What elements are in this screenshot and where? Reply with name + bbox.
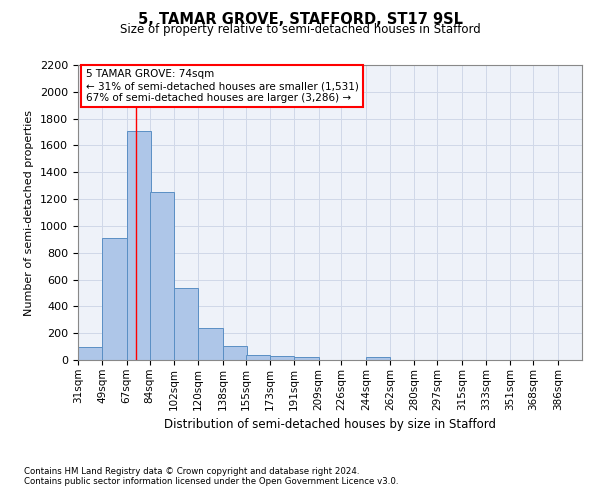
Text: 5, TAMAR GROVE, STAFFORD, ST17 9SL: 5, TAMAR GROVE, STAFFORD, ST17 9SL (137, 12, 463, 28)
Text: Size of property relative to semi-detached houses in Stafford: Size of property relative to semi-detach… (119, 22, 481, 36)
Text: Contains HM Land Registry data © Crown copyright and database right 2024.: Contains HM Land Registry data © Crown c… (24, 467, 359, 476)
Bar (270, 356, 294, 360)
Bar (366, 356, 390, 360)
Bar (149, 192, 174, 360)
Bar (294, 358, 319, 360)
Bar (78, 346, 103, 360)
Bar (245, 354, 270, 360)
Bar (127, 130, 151, 360)
Bar (223, 346, 247, 360)
X-axis label: Distribution of semi-detached houses by size in Stafford: Distribution of semi-detached houses by … (164, 418, 496, 431)
Bar (174, 288, 198, 360)
Text: 5 TAMAR GROVE: 74sqm
← 31% of semi-detached houses are smaller (1,531)
67% of se: 5 TAMAR GROVE: 74sqm ← 31% of semi-detac… (86, 70, 358, 102)
Y-axis label: Number of semi-detached properties: Number of semi-detached properties (25, 110, 34, 316)
Bar (198, 328, 223, 360)
Text: Contains public sector information licensed under the Open Government Licence v3: Contains public sector information licen… (24, 477, 398, 486)
Bar (103, 238, 127, 360)
